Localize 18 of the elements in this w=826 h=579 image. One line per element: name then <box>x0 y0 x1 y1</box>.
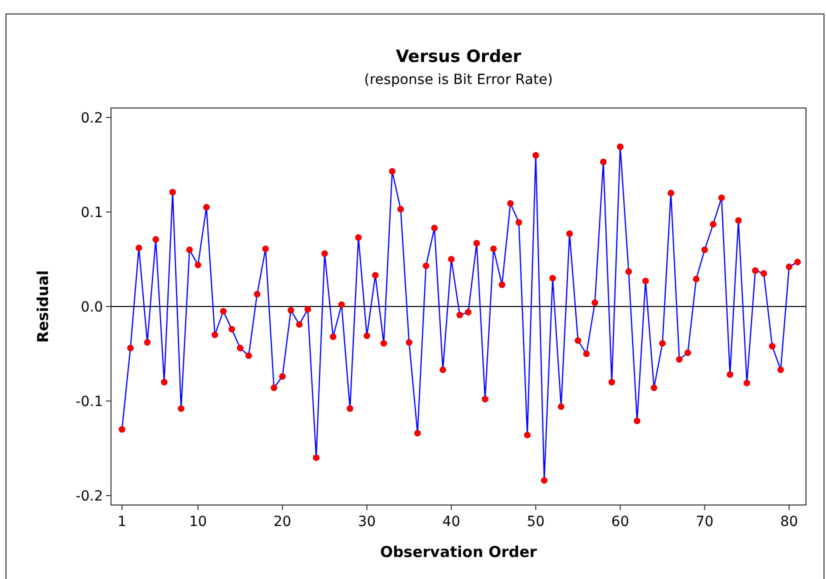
x-axis-title: Observation Order <box>380 543 538 561</box>
x-tick-label: 40 <box>442 514 460 530</box>
chart-subtitle: (response is Bit Error Rate) <box>364 72 553 88</box>
y-tick-label: 0.2 <box>80 110 103 126</box>
x-tick-label: 80 <box>780 514 798 530</box>
y-axis-title: Residual <box>34 270 52 343</box>
x-tick-label: 20 <box>274 514 292 530</box>
chart-title: Versus Order <box>396 47 522 67</box>
y-tick-label: 0.1 <box>80 204 103 221</box>
x-tick-label: 70 <box>696 514 714 530</box>
y-tick-label: -0.1 <box>76 394 103 410</box>
y-tick-label: 0.0 <box>80 299 103 316</box>
x-tick-label: 30 <box>358 514 376 530</box>
x-tick-label: 1 <box>118 514 126 530</box>
x-tick-label: 60 <box>611 514 630 530</box>
y-tick-label: -0.2 <box>76 488 103 504</box>
x-tick-label: 50 <box>526 514 545 530</box>
x-tick-label: 10 <box>189 514 207 530</box>
